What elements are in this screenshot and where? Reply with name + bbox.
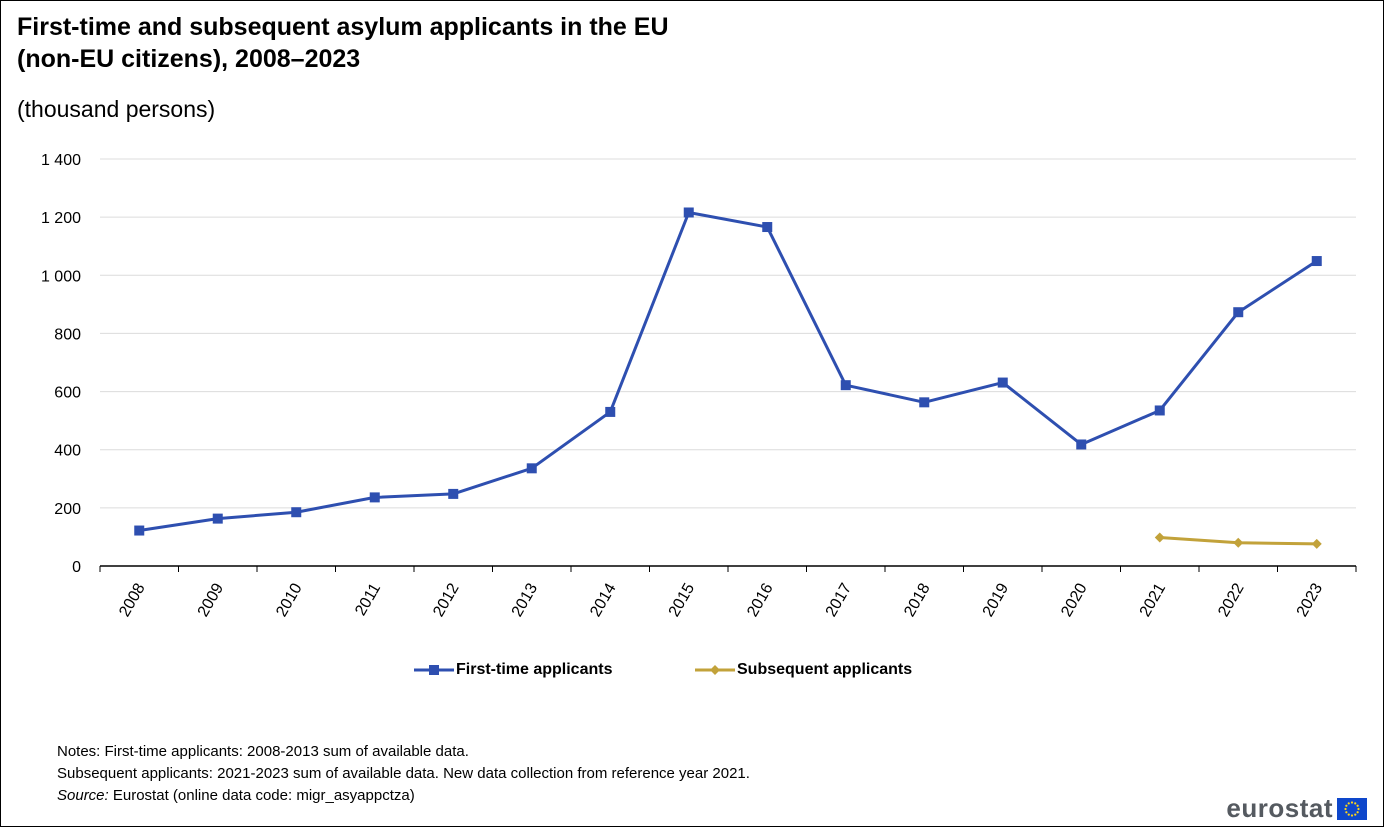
source-text: Eurostat (online data code: migr_asyappc… — [108, 787, 415, 804]
source-label: Source: — [57, 787, 109, 804]
data-point-first-time — [448, 488, 459, 499]
data-point-first-time — [1233, 307, 1244, 318]
data-point-subsequent — [1311, 538, 1322, 549]
x-tick-label: 2011 — [352, 580, 384, 618]
data-point-subsequent — [1154, 532, 1165, 543]
x-tick-label: 2009 — [195, 580, 228, 619]
data-point-first-time — [683, 207, 694, 218]
x-tick-label: 2008 — [116, 580, 149, 619]
data-point-first-time — [369, 492, 380, 503]
data-point-first-time — [997, 377, 1008, 388]
y-tick-label: 1 400 — [41, 152, 81, 169]
x-tick-label: 2016 — [744, 580, 777, 619]
y-tick-label: 800 — [54, 326, 81, 343]
x-tick-label: 2014 — [587, 580, 620, 619]
notes-line-2: Subsequent applicants: 2021-2023 sum of … — [57, 765, 750, 782]
eurostat-logo: eurostat — [1226, 793, 1367, 824]
notes-line-1: Notes: First-time applicants: 2008-2013 … — [57, 743, 469, 760]
x-tick-label: 2012 — [430, 580, 463, 619]
data-point-first-time — [291, 507, 302, 518]
y-tick-label: 400 — [54, 443, 81, 460]
line-chart: 0 200 400 600 800 1 000 1 200 1 400 2008 2009 2010… — [41, 152, 1357, 620]
y-tick-label: 0 — [72, 559, 81, 576]
x-tick-label: 2013 — [509, 580, 542, 619]
eurostat-wordmark: eurostat — [1226, 793, 1333, 823]
x-tick-label: 2022 — [1215, 580, 1248, 619]
x-tick-label: 2020 — [1058, 580, 1091, 619]
y-tick-label: 1 200 — [41, 210, 81, 227]
data-point-first-time — [1311, 256, 1322, 267]
data-point-first-time — [605, 406, 616, 417]
x-tick-label: 2010 — [273, 580, 306, 619]
series-line-first-time — [139, 210, 1318, 533]
x-tick-label: 2021 — [1137, 580, 1170, 619]
x-tick-label: 2023 — [1294, 580, 1327, 619]
data-point-subsequent — [1233, 537, 1244, 548]
x-tick-label: 2017 — [823, 580, 856, 619]
chart-notes: Notes: First-time applicants: 2008-2013 … — [57, 741, 750, 807]
chart-subtitle: (thousand persons) — [17, 96, 216, 122]
data-point-first-time — [1076, 439, 1087, 450]
chart-title-line-1: First-time and subsequent asylum applica… — [17, 13, 669, 41]
data-point-first-time — [134, 525, 145, 536]
legend-item-first-time: First-time applicants — [414, 657, 612, 683]
chart-title: First-time and subsequent asylum applica… — [17, 11, 669, 75]
legend-marker-first-time — [414, 665, 454, 675]
legend-label-subsequent: Subsequent applicants — [737, 661, 913, 678]
data-point-first-time — [212, 513, 223, 524]
data-point-first-time — [1154, 405, 1165, 416]
x-tick-label: 2018 — [901, 580, 934, 619]
data-point-first-time — [840, 380, 851, 391]
x-tick-label: 2015 — [666, 580, 699, 619]
legend-label-first-time: First-time applicants — [456, 661, 613, 678]
data-point-first-time — [919, 397, 930, 408]
eu-flag-icon — [1337, 797, 1367, 820]
chart-legend: First-time applicants Subsequent applica… — [1, 657, 1384, 683]
legend-marker-subsequent — [695, 665, 735, 675]
notes-source: Source: Eurostat (online data code: migr… — [57, 785, 750, 807]
legend-item-subsequent: Subsequent applicants — [695, 657, 912, 683]
data-point-first-time — [526, 463, 537, 474]
data-point-first-time — [762, 222, 773, 233]
y-tick-label: 1 000 — [41, 268, 81, 285]
chart-title-line-2: (non-EU citizens), 2008–2023 — [17, 45, 361, 73]
y-tick-label: 200 — [54, 501, 81, 518]
y-tick-label: 600 — [54, 385, 81, 402]
x-tick-label: 2019 — [980, 580, 1013, 619]
